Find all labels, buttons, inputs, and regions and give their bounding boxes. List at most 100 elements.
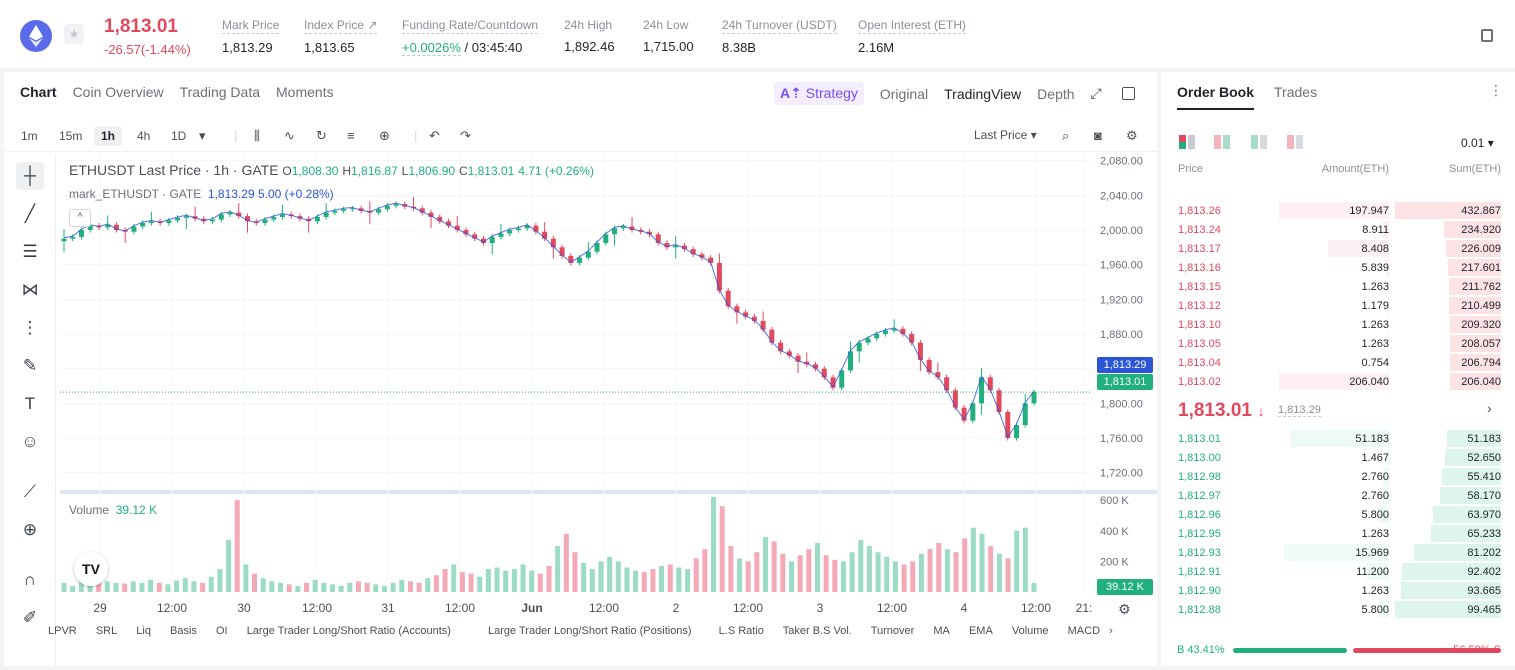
expand-icon[interactable]: ⤢ xyxy=(1090,85,1102,101)
brush-icon[interactable]: ✎ xyxy=(22,356,38,375)
bid-row[interactable]: 1,812.98 2.760 55.410 xyxy=(1161,467,1515,486)
ask-row[interactable]: 1,813.12 1.179 210.499 xyxy=(1161,296,1515,315)
pencil-lock-icon[interactable]: ✐ xyxy=(22,608,38,627)
bid-sum: 63.970 xyxy=(1467,509,1501,521)
tab-chart[interactable]: Chart xyxy=(20,84,57,100)
ask-row[interactable]: 1,813.26 197.947 432.867 xyxy=(1161,201,1515,220)
layout-split-icon[interactable] xyxy=(1214,135,1230,149)
crosshair-icon[interactable]: ┼ xyxy=(16,162,44,190)
stat-index-price[interactable]: Index Price ↗ 1,813.65 xyxy=(304,18,378,55)
candle-body xyxy=(227,212,233,215)
chevron-right-icon[interactable]: › xyxy=(1487,400,1492,416)
horizontal-lines-icon[interactable]: ☰ xyxy=(22,242,38,261)
indicator-macd[interactable]: MACD xyxy=(1067,625,1101,637)
price-source-select[interactable]: Last Price ▾ xyxy=(974,128,1037,142)
tab-trading-data[interactable]: Trading Data xyxy=(179,84,261,100)
template-icon[interactable]: ≡ xyxy=(347,128,355,143)
ask-row[interactable]: 1,813.17 8.408 226.009 xyxy=(1161,239,1515,258)
indicator-basis[interactable]: Basis xyxy=(170,625,197,637)
indicator-ma[interactable]: MA xyxy=(933,625,950,637)
timeframe-4h[interactable]: 4h xyxy=(137,129,151,143)
price-axis-label: 1,760.00 xyxy=(1100,433,1143,445)
indicator-taker-vol[interactable]: Taker B.S Vol. xyxy=(782,625,852,637)
bid-row[interactable]: 1,813.01 51.183 51.183 xyxy=(1161,429,1515,448)
redo-icon[interactable]: ↷ xyxy=(460,128,471,143)
volume-bar xyxy=(104,581,110,592)
candle-body xyxy=(585,251,591,258)
undo-icon[interactable]: ↶ xyxy=(429,128,440,143)
fullscreen-icon[interactable] xyxy=(1121,87,1135,100)
ask-row[interactable]: 1,813.16 5.839 217.601 xyxy=(1161,258,1515,277)
indicator-lpvr[interactable]: LPVR xyxy=(48,625,77,637)
timeframe-1h[interactable]: 1h xyxy=(94,126,123,146)
chevron-down-icon[interactable]: ▾ xyxy=(199,128,206,143)
candle-type-icon[interactable]: ⫼ xyxy=(254,128,260,143)
ask-row[interactable]: 1,813.15 1.263 211.762 xyxy=(1161,277,1515,296)
layout-both-icon[interactable] xyxy=(1179,135,1195,149)
strategy-button[interactable]: A⇡ Strategy xyxy=(774,82,864,105)
fib-retracement-icon[interactable]: ⋮ xyxy=(21,318,39,337)
ask-row[interactable]: 1,813.02 206.040 206.040 xyxy=(1161,372,1515,391)
timeframe-1m[interactable]: 1m xyxy=(21,129,38,143)
tab-coin-overview[interactable]: Coin Overview xyxy=(72,84,164,100)
text-tool-icon[interactable]: T xyxy=(24,394,36,413)
tab-tradingview[interactable]: TradingView xyxy=(944,85,1022,102)
time-axis-label: 31 xyxy=(381,601,395,615)
favorite-star-icon[interactable]: ★ xyxy=(64,24,84,44)
indicators-icon[interactable]: ∿ xyxy=(284,128,295,143)
bid-row[interactable]: 1,812.95 1.263 65.233 xyxy=(1161,524,1515,543)
zoom-in-icon[interactable]: ⊕ xyxy=(22,520,38,539)
settings-gear-icon[interactable]: ⚙ xyxy=(1126,128,1138,143)
ask-row[interactable]: 1,813.24 8.911 234.920 xyxy=(1161,220,1515,239)
trend-line-icon[interactable]: ╱ xyxy=(24,204,36,223)
ask-row[interactable]: 1,813.04 0.754 206.794 xyxy=(1161,353,1515,372)
ask-row[interactable]: 1,813.05 1.263 208.057 xyxy=(1161,334,1515,353)
indicator-ls-positions[interactable]: Large Trader Long/Short Ratio (Positions… xyxy=(487,625,692,637)
ruler-icon[interactable]: ⟋ xyxy=(24,482,36,501)
volume-bar xyxy=(130,581,136,592)
tab-trades[interactable]: Trades xyxy=(1274,84,1318,100)
indicator-ls-accounts[interactable]: Large Trader Long/Short Ratio (Accounts) xyxy=(246,625,451,637)
bid-row[interactable]: 1,813.00 1.467 52.650 xyxy=(1161,448,1515,467)
layout-asks-icon[interactable] xyxy=(1287,135,1303,149)
tab-moments[interactable]: Moments xyxy=(276,84,334,100)
axis-settings-icon[interactable]: ⚙ xyxy=(1118,601,1131,617)
bid-row[interactable]: 1,812.91 11.200 92.402 xyxy=(1161,562,1515,581)
indicator-ema[interactable]: EMA xyxy=(968,625,993,637)
pattern-icon[interactable]: ⋈ xyxy=(21,280,39,299)
layout-bids-icon[interactable] xyxy=(1251,135,1267,149)
emoji-icon[interactable]: ☺ xyxy=(21,432,39,451)
indicator-liq[interactable]: Liq xyxy=(136,625,151,637)
book-icon[interactable] xyxy=(1481,29,1493,42)
tab-order-book[interactable]: Order Book xyxy=(1177,84,1255,110)
indicator-volume[interactable]: Volume xyxy=(1011,625,1049,637)
precision-select[interactable]: 0.01 ▾ xyxy=(1461,136,1494,150)
bid-row[interactable]: 1,812.88 5.800 99.465 xyxy=(1161,600,1515,619)
magnet-icon[interactable]: ∩ xyxy=(23,570,37,589)
tradingview-logo-icon[interactable]: TV xyxy=(74,552,108,586)
bid-row[interactable]: 1,812.93 15.969 81.202 xyxy=(1161,543,1515,562)
refresh-icon[interactable]: ↻ xyxy=(316,128,327,143)
add-alert-icon[interactable]: ⊕ xyxy=(379,128,390,143)
search-icon[interactable]: ⌕ xyxy=(1062,128,1070,143)
candle-body xyxy=(262,219,268,224)
timeframe-15m[interactable]: 15m xyxy=(59,129,83,143)
indicator-srl[interactable]: SRL xyxy=(95,625,118,637)
indicator-oi[interactable]: OI xyxy=(216,625,228,637)
ask-price: 1,813.24 xyxy=(1178,224,1221,236)
bid-row[interactable]: 1,812.97 2.760 58.170 xyxy=(1161,486,1515,505)
camera-icon[interactable]: ◙ xyxy=(1094,128,1102,143)
ask-row[interactable]: 1,813.10 1.263 209.320 xyxy=(1161,315,1515,334)
bid-row[interactable]: 1,812.96 5.800 63.970 xyxy=(1161,505,1515,524)
more-options-icon[interactable]: ⋮ xyxy=(1489,82,1503,98)
chevron-right-icon[interactable]: › xyxy=(1109,625,1113,637)
collapse-legend-button[interactable]: ^ xyxy=(69,209,91,227)
indicator-turnover[interactable]: Turnover xyxy=(870,625,915,637)
indicator-ls-ratio[interactable]: L.S Ratio xyxy=(718,625,764,637)
bid-amount: 1.467 xyxy=(1361,452,1389,464)
tab-depth[interactable]: Depth xyxy=(1037,85,1075,102)
timeframe-1d[interactable]: 1D xyxy=(171,129,187,143)
time-axis-label: 12:00 xyxy=(589,601,619,615)
tab-original[interactable]: Original xyxy=(879,85,929,102)
bid-row[interactable]: 1,812.90 1.263 93.665 xyxy=(1161,581,1515,600)
